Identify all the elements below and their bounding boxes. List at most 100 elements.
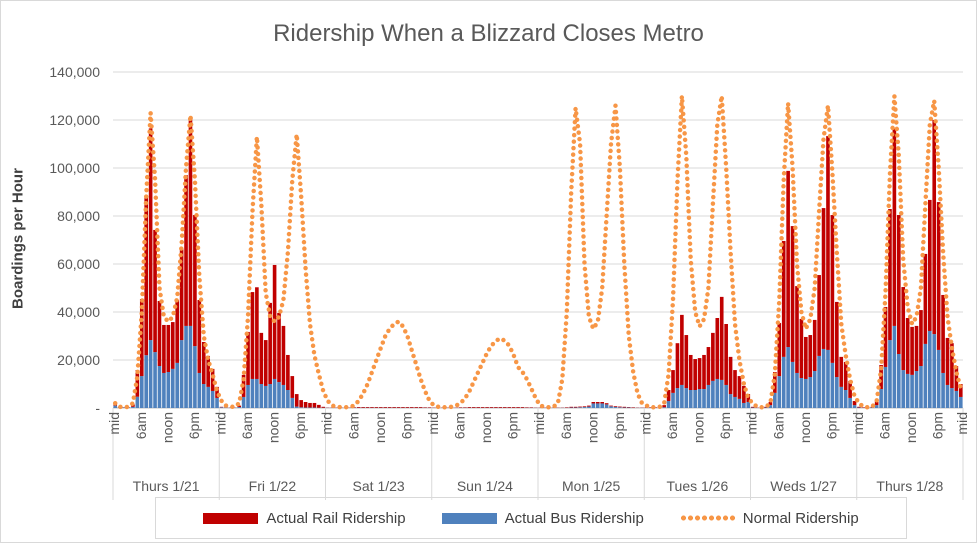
rail-bar (883, 306, 888, 367)
bus-bar (299, 407, 303, 408)
bus-bar (166, 372, 171, 408)
hour-tick-label: 6pm (505, 412, 521, 439)
rail-bar (604, 403, 609, 405)
hour-tick-label: noon (266, 412, 282, 443)
rail-bar (188, 118, 193, 326)
hour-tick-label: noon (584, 412, 600, 443)
rail-bar (299, 400, 303, 408)
rail-bar (613, 406, 618, 407)
bus-bar (919, 366, 923, 408)
legend-item-rail: Actual Rail Ridership (203, 510, 406, 527)
bus-bar (799, 378, 804, 408)
rail-bar (896, 215, 901, 354)
bus-bar (255, 378, 259, 408)
rail-bar (821, 208, 826, 349)
rail-bar (573, 406, 578, 408)
bus-bar (835, 377, 839, 408)
day-label: Fri 1/22 (249, 478, 297, 494)
rail-bar (892, 128, 897, 326)
bus-bar (197, 372, 202, 408)
day-label: Weds 1/27 (770, 478, 837, 494)
rail-bar (914, 325, 919, 372)
hour-tick-label: noon (797, 412, 813, 443)
hour-tick-label: 6am (558, 412, 574, 439)
rail-bar (587, 405, 591, 407)
rail-bar (706, 347, 711, 385)
hour-tick-label: 6pm (930, 412, 946, 439)
bus-bar (684, 388, 689, 408)
rail-bar (476, 407, 481, 408)
rail-bar (742, 385, 746, 403)
bus-bar (746, 402, 751, 408)
rail-bar (941, 294, 945, 373)
hour-tick-label: 6am (133, 412, 149, 439)
bus-bar (697, 389, 702, 408)
hour-tick-label: mid (319, 412, 335, 435)
bus-bar (737, 398, 742, 408)
rail-bar (507, 407, 512, 408)
rail-bar (312, 402, 317, 408)
rail-bar (263, 340, 268, 386)
rail-bar (812, 319, 817, 372)
bus-bar (896, 354, 901, 408)
bus-bar (188, 325, 193, 408)
bus-bar (286, 390, 290, 408)
y-tick-label: 100,000 (49, 160, 100, 176)
day-label: Mon 1/25 (562, 478, 621, 494)
hour-tick-label: 6am (877, 412, 893, 439)
bus-bar (786, 347, 790, 408)
bus-bar (595, 403, 600, 408)
legend-swatch-rail (203, 512, 259, 524)
rail-bar (697, 358, 702, 390)
rail-bar (799, 318, 804, 378)
rail-bar (622, 406, 627, 408)
bus-bar (768, 405, 773, 408)
normal-ridership-line (112, 95, 964, 410)
legend-item-normal: Normal Ridership (679, 510, 859, 527)
rail-bar (516, 407, 520, 408)
rail-bar (317, 404, 321, 408)
bus-bar (927, 330, 932, 408)
rail-bar (804, 336, 808, 379)
rail-bar (595, 402, 600, 404)
hour-tick-label: noon (691, 412, 707, 443)
bus-bar (139, 376, 144, 408)
bus-bar (936, 349, 941, 408)
bus-bar (711, 380, 715, 408)
hour-tick-label: noon (478, 412, 494, 443)
hour-tick-label: 6pm (823, 412, 839, 439)
bus-bar (215, 397, 219, 408)
rail-bar (153, 229, 157, 353)
bus-bar (600, 403, 605, 408)
bus-bar (675, 388, 680, 408)
rail-bar (418, 407, 423, 408)
rail-bar (237, 405, 241, 408)
bus-bar (179, 340, 184, 408)
rail-bar (175, 300, 180, 363)
bus-bar (241, 396, 246, 408)
rail-bar (569, 406, 574, 408)
rail-bar (848, 380, 852, 398)
rail-bar (356, 407, 361, 408)
bus-bar (259, 384, 264, 408)
legend-label-bus: Actual Bus Ridership (504, 509, 644, 527)
rail-bar (414, 407, 419, 408)
rail-bar (684, 335, 689, 389)
rail-bar (795, 286, 799, 373)
rail-bar (719, 296, 724, 380)
bus-bar (715, 378, 720, 408)
rail-bar (405, 407, 410, 408)
rail-bar (711, 332, 715, 381)
bus-bar (817, 355, 821, 408)
rail-bar (201, 342, 206, 384)
legend-swatch-bus (441, 512, 497, 524)
hour-tick-label: mid (744, 412, 760, 435)
rail-bar (808, 335, 813, 378)
rail-bar (901, 287, 906, 371)
rail-bar (662, 405, 666, 408)
rail-bar (471, 407, 476, 408)
rail-bar (286, 354, 290, 390)
bus-bar (281, 384, 286, 408)
rail-bar (374, 407, 379, 408)
bus-bar (153, 352, 157, 408)
